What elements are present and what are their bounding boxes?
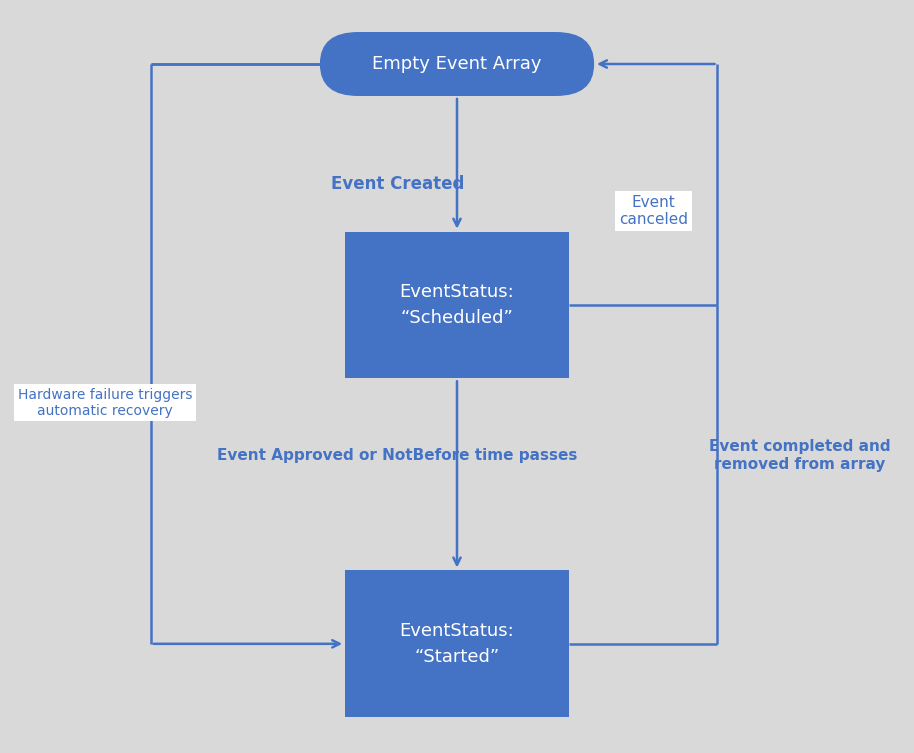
Text: Event Approved or NotBefore time passes: Event Approved or NotBefore time passes (218, 448, 578, 463)
Text: Event Created: Event Created (331, 175, 464, 194)
Text: Empty Event Array: Empty Event Array (372, 55, 542, 73)
FancyBboxPatch shape (345, 232, 569, 379)
Text: Event completed and
removed from array: Event completed and removed from array (709, 439, 890, 472)
Text: EventStatus:
“Scheduled”: EventStatus: “Scheduled” (399, 283, 515, 327)
Text: Event
canceled: Event canceled (619, 194, 688, 227)
FancyBboxPatch shape (345, 571, 569, 717)
FancyBboxPatch shape (320, 32, 594, 96)
Text: Hardware failure triggers
automatic recovery: Hardware failure triggers automatic reco… (18, 388, 192, 418)
Text: EventStatus:
“Started”: EventStatus: “Started” (399, 622, 515, 666)
